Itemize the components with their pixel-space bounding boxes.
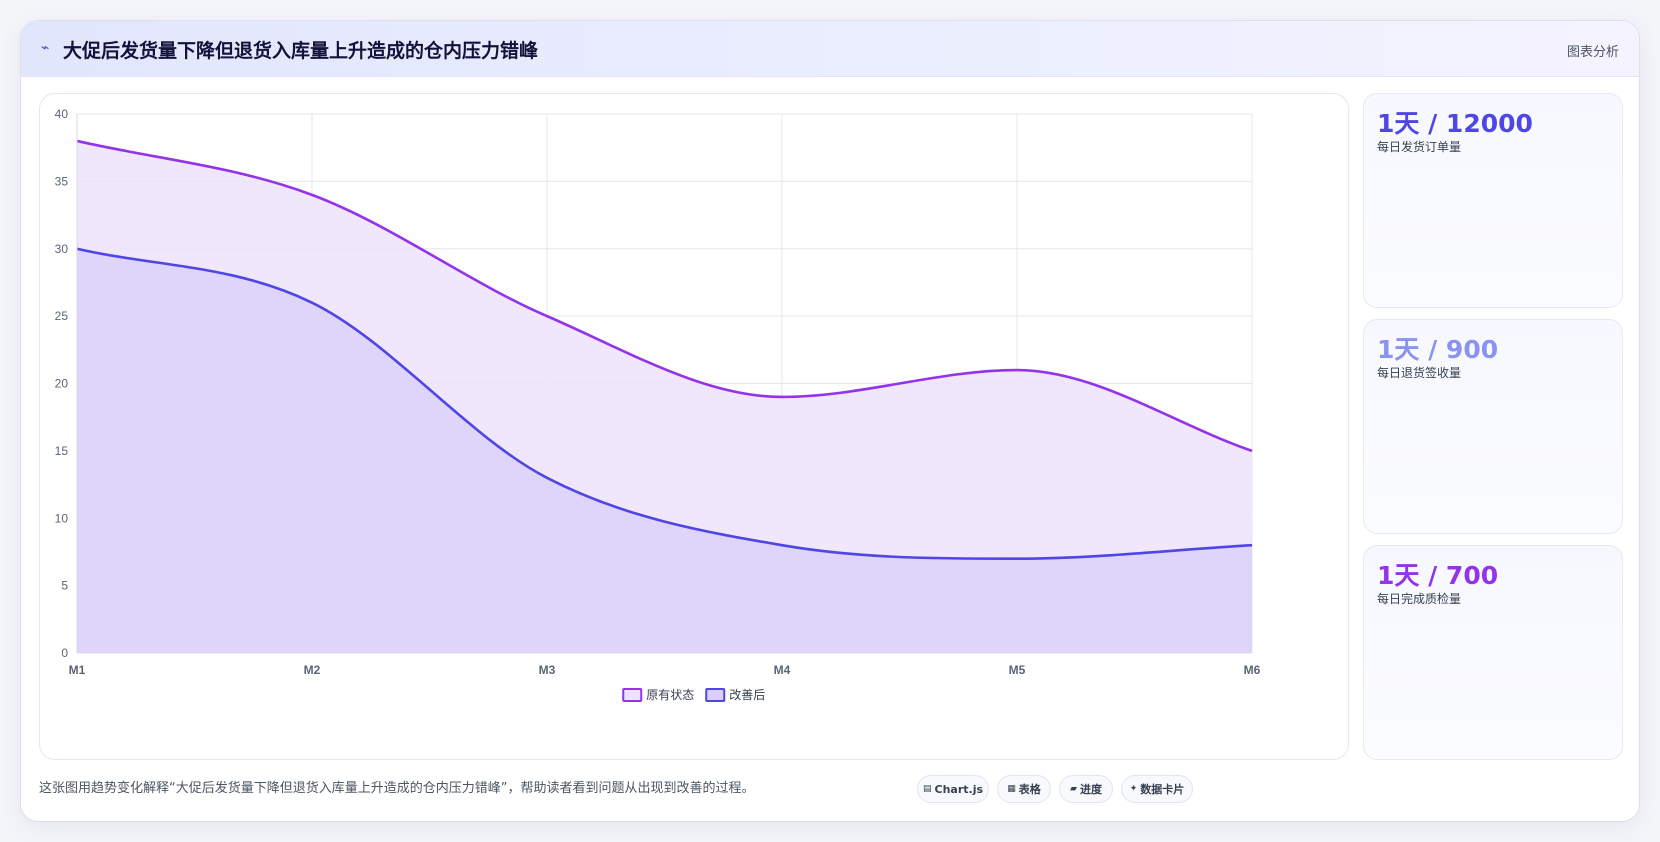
legend-swatch-1	[705, 688, 726, 702]
series-area-1	[77, 248, 1252, 653]
chip-label: 表格	[1018, 783, 1041, 796]
x-tick-label: M4	[774, 663, 791, 677]
chip-data-card[interactable]: ✦ 数据卡片	[1121, 775, 1193, 803]
card-header: ⌁ 大促后发货量下降但退货入库量上升造成的仓内压力错峰 图表分析	[21, 21, 1639, 77]
legend-label-1: 改善后	[729, 687, 765, 702]
y-tick-label: 40	[55, 107, 69, 121]
kpi-card-shipping: 1天 / 12000 每日发货订单量	[1363, 93, 1623, 308]
chip-label: Chart.js	[934, 782, 984, 796]
chart-card: ⌁ 大促后发货量下降但退货入库量上升造成的仓内压力错峰 图表分析 0 5 10 15 2…	[20, 20, 1640, 822]
legend-label-0: 原有状态	[646, 688, 694, 702]
chip-label: 进度	[1079, 783, 1102, 796]
chart-icon: ▤	[922, 784, 932, 794]
y-tick-label: 15	[55, 444, 69, 458]
chip-table[interactable]: ▦ 表格	[997, 775, 1051, 803]
trend-icon: ⌁	[41, 40, 50, 56]
progress-icon: ▰	[1070, 784, 1077, 794]
area-chart: 0 5 10 15 20 25 30 35 40 M1 M2 M3 M4 M5 M6 原有状态 改善后	[55, 107, 1261, 702]
kpi-value: 1天 / 12000	[1377, 109, 1533, 138]
series-line-0	[76, 139, 1253, 453]
x-tick-label: M3	[539, 663, 556, 677]
y-tick-label: 10	[55, 511, 69, 525]
x-tick-label: M6	[1244, 663, 1261, 677]
kpi-label: 每日退货签收量	[1377, 366, 1462, 380]
page-title: 大促后发货量下降但退货入库量上升造成的仓内压力错峰	[63, 40, 539, 62]
kpi-label: 每日发货订单量	[1377, 140, 1462, 154]
card-icon: ✦	[1129, 784, 1138, 794]
x-tick-label: M5	[1009, 663, 1026, 677]
chip-progress[interactable]: ▰ 进度	[1059, 775, 1113, 803]
kpi-value: 1天 / 900	[1377, 335, 1499, 364]
y-tick-label: 30	[55, 242, 69, 256]
kpi-card-inspection: 1天 / 700 每日完成质检量	[1363, 545, 1623, 760]
x-tick-label: M2	[304, 663, 321, 677]
legend-swatch-0	[622, 688, 643, 702]
chart-analysis-tag: 图表分析	[1566, 45, 1619, 60]
table-icon: ▦	[1007, 784, 1016, 794]
kpi-label: 每日完成质检量	[1377, 592, 1462, 606]
y-tick-label: 0	[61, 646, 68, 660]
y-tick-label: 25	[55, 309, 69, 323]
y-tick-label: 35	[55, 174, 69, 188]
y-tick-label: 20	[55, 377, 69, 391]
series-line-1	[76, 247, 1253, 560]
y-tick-label: 5	[61, 579, 68, 593]
chart-panel: 0 5 10 15 20 25 30 35 40 M1 M2 M3 M4 M5 M6 原有状态 改善后	[39, 93, 1349, 760]
kpi-card-returns: 1天 / 900 每日退货签收量	[1363, 319, 1623, 534]
chip-chartjs[interactable]: ▤ Chart.js	[917, 775, 989, 803]
x-tick-label: M1	[69, 663, 86, 677]
chart-description: 这张图用趋势变化解释“大促后发货量下降但退货入库量上升造成的仓内压力错峰”，帮助…	[39, 781, 755, 796]
chip-label: 数据卡片	[1140, 783, 1185, 796]
kpi-value: 1天 / 700	[1377, 561, 1499, 590]
